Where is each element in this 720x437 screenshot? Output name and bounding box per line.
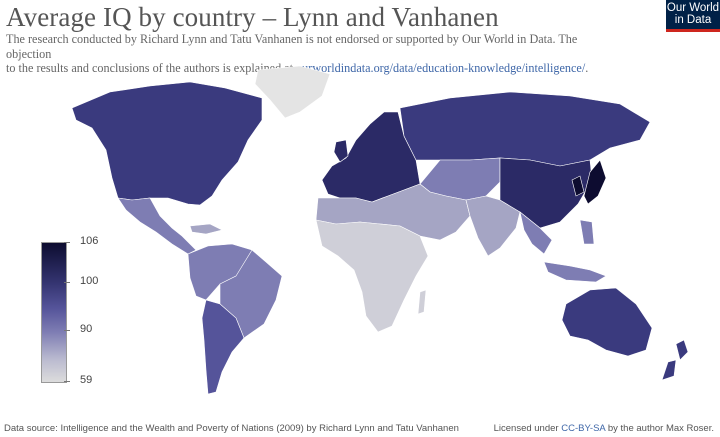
region-sub-saharan-africa[interactable] (315, 219, 429, 333)
region-madagascar (417, 289, 427, 315)
subtitle-line2: to the results and conclusions of the au… (6, 61, 297, 75)
legend-label-106: 106 (80, 235, 99, 247)
region-japan-korea[interactable] (571, 159, 607, 205)
region-southeast-asia[interactable] (519, 211, 607, 283)
region-north-america[interactable] (71, 81, 263, 206)
logo-accent-bar (666, 29, 720, 32)
region-caribbean (189, 223, 223, 235)
intelligence-link[interactable]: ourworldindata.org/data/education-knowle… (296, 61, 586, 75)
legend-tick (64, 381, 70, 382)
subtitle-line1: The research conducted by Richard Lynn a… (6, 32, 578, 61)
legend-label-100: 100 (80, 275, 99, 287)
license-note: Licensed under CC-BY-SA by the author Ma… (494, 423, 714, 434)
region-south-asia[interactable] (465, 195, 521, 257)
world-map (71, 65, 689, 395)
license-link[interactable]: CC-BY-SA (561, 423, 606, 434)
region-brazil[interactable] (219, 249, 283, 339)
region-new-zealand[interactable] (661, 339, 689, 381)
logo-line1: Our World (666, 2, 720, 14)
data-source: Data source: Intelligence and the Wealth… (4, 423, 459, 434)
license-prefix: Licensed under (493, 423, 562, 434)
region-russia[interactable] (399, 91, 651, 167)
region-uk[interactable] (333, 139, 349, 163)
owid-logo[interactable]: Our World in Data (666, 0, 720, 32)
subtitle: The research conducted by Richard Lynn a… (6, 32, 616, 76)
legend-color-bar (41, 242, 67, 383)
license-suffix: by the author Max Roser. (605, 423, 714, 434)
subtitle-end: . (585, 61, 589, 75)
region-australia[interactable] (561, 287, 653, 357)
legend-label-59: 59 (80, 374, 93, 386)
region-greenland (254, 65, 331, 119)
logo-line2: in Data (674, 14, 712, 26)
region-southern-cone[interactable] (201, 299, 245, 395)
legend-tick (64, 330, 70, 331)
page-title: Average IQ by country – Lynn and Vanhane… (6, 2, 499, 32)
legend-label-90: 90 (80, 323, 93, 335)
legend-tick (64, 242, 70, 243)
region-central-america[interactable] (117, 197, 197, 255)
legend-tick (64, 282, 70, 283)
